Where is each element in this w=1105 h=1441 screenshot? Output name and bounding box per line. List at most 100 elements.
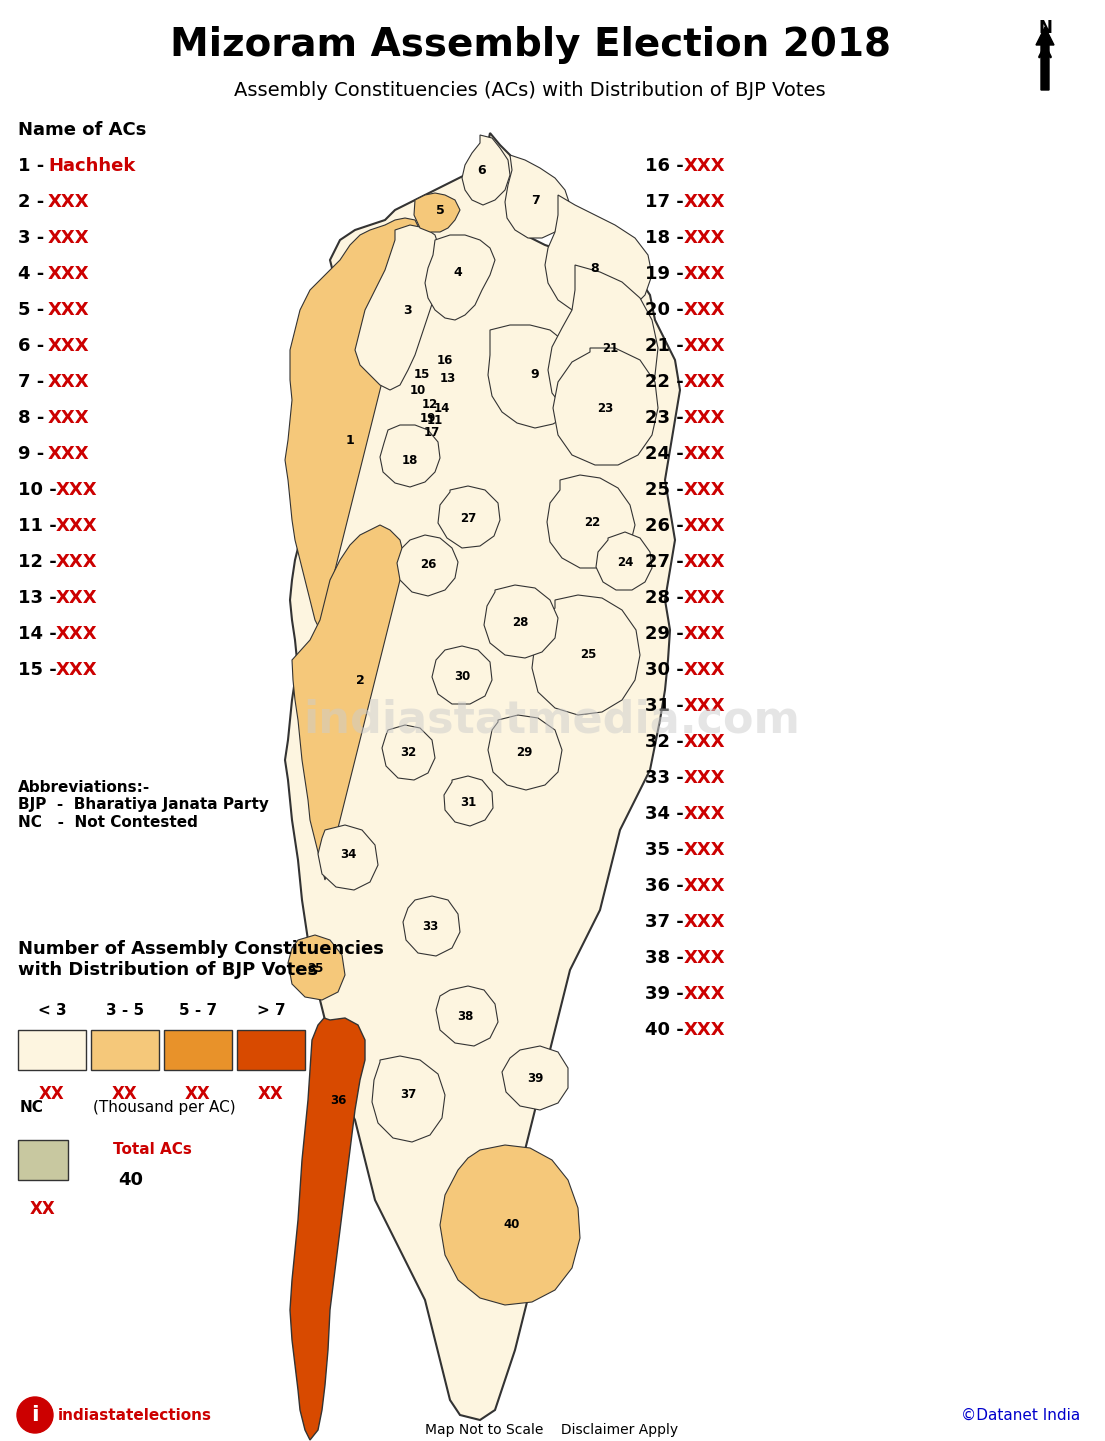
Text: 15: 15 [413,369,430,382]
Polygon shape [403,896,460,955]
Text: 39: 39 [527,1072,544,1085]
Text: 9: 9 [530,369,539,382]
Polygon shape [397,535,457,597]
Text: Number of Assembly Constituencies
with Distribution of BJP Votes: Number of Assembly Constituencies with D… [18,940,383,978]
Text: 2 -: 2 - [18,193,51,210]
Text: 1 -: 1 - [18,157,51,174]
Text: 5 -: 5 - [18,301,51,318]
Text: indiastatelections: indiastatelections [57,1408,212,1422]
Text: 32 -: 32 - [645,733,690,751]
Text: 37: 37 [400,1088,417,1101]
Circle shape [17,1396,53,1432]
Text: 5: 5 [435,203,444,216]
Text: XXX: XXX [684,337,726,354]
Text: XX: XX [30,1200,56,1218]
FancyArrow shape [1036,27,1054,89]
Text: 36 -: 36 - [645,878,690,895]
Text: 31: 31 [460,795,476,808]
Text: 19: 19 [420,412,436,425]
Polygon shape [372,1056,445,1143]
Text: 38: 38 [456,1010,473,1023]
Text: 8 -: 8 - [18,409,51,427]
Text: XXX: XXX [684,373,726,391]
Text: 23: 23 [597,402,613,415]
Polygon shape [545,195,652,318]
Polygon shape [436,986,498,1046]
Text: XXX: XXX [684,733,726,751]
Text: XXX: XXX [684,625,726,643]
Text: 12: 12 [422,399,438,412]
Text: 14 -: 14 - [18,625,63,643]
Text: 35: 35 [307,961,323,974]
Text: i: i [31,1405,39,1425]
Text: 3 -: 3 - [18,229,51,246]
Text: 22: 22 [583,516,600,529]
Text: 16 -: 16 - [645,157,690,174]
Text: 34: 34 [340,849,356,862]
Text: 29 -: 29 - [645,625,690,643]
Text: 13 -: 13 - [18,589,63,607]
Polygon shape [488,326,582,428]
Text: 13: 13 [440,372,456,385]
Text: XXX: XXX [48,301,90,318]
Polygon shape [355,225,445,391]
Polygon shape [438,486,499,548]
Text: 10: 10 [410,383,427,396]
FancyBboxPatch shape [164,1030,232,1071]
Text: XXX: XXX [55,553,97,571]
Text: XXX: XXX [684,769,726,787]
Text: 20 -: 20 - [645,301,690,318]
Text: XXX: XXX [684,661,726,679]
Text: 16: 16 [436,353,453,366]
Polygon shape [382,725,435,780]
Text: Hachhek: Hachhek [48,157,136,174]
Text: Map Not to Scale    Disclaimer Apply: Map Not to Scale Disclaimer Apply [425,1424,678,1437]
Polygon shape [440,1146,580,1306]
Text: XXX: XXX [684,950,726,967]
Text: XXX: XXX [684,986,726,1003]
Text: XXX: XXX [684,229,726,246]
Text: 22 -: 22 - [645,373,690,391]
Text: 40: 40 [118,1172,143,1189]
Text: XXX: XXX [55,589,97,607]
Text: 40: 40 [504,1219,520,1232]
Text: 14: 14 [434,402,450,415]
Text: 27: 27 [460,512,476,525]
Polygon shape [285,133,680,1419]
Text: 18 -: 18 - [645,229,691,246]
Text: XXX: XXX [684,806,726,823]
Text: XXX: XXX [48,265,90,282]
Text: 17: 17 [424,425,440,438]
Text: 3: 3 [403,304,412,317]
Text: 29: 29 [516,745,533,758]
Text: < 3: < 3 [38,1003,66,1017]
Text: 23 -: 23 - [645,409,690,427]
Polygon shape [425,235,495,320]
Text: 28 -: 28 - [645,589,691,607]
Text: XXX: XXX [684,589,726,607]
Text: XXX: XXX [48,373,90,391]
Text: 26: 26 [420,559,436,572]
Polygon shape [380,425,440,487]
Text: XXX: XXX [684,445,726,463]
Text: 33 -: 33 - [645,769,690,787]
Text: 10 -: 10 - [18,481,63,499]
Text: XXX: XXX [48,409,90,427]
Text: indiastatmedia.com: indiastatmedia.com [304,699,800,742]
Text: 25 -: 25 - [645,481,690,499]
Polygon shape [288,935,345,1000]
Text: XXX: XXX [684,481,726,499]
Polygon shape [505,156,570,238]
Polygon shape [318,826,378,891]
Text: 32: 32 [400,745,417,758]
Polygon shape [548,265,657,422]
Text: XXX: XXX [684,842,726,859]
Text: XXX: XXX [684,914,726,931]
Polygon shape [488,715,562,790]
Text: 30 -: 30 - [645,661,690,679]
Text: XXX: XXX [55,661,97,679]
Text: 36: 36 [329,1094,346,1107]
Text: XXX: XXX [684,409,726,427]
Text: 31 -: 31 - [645,697,690,715]
Polygon shape [444,777,493,826]
